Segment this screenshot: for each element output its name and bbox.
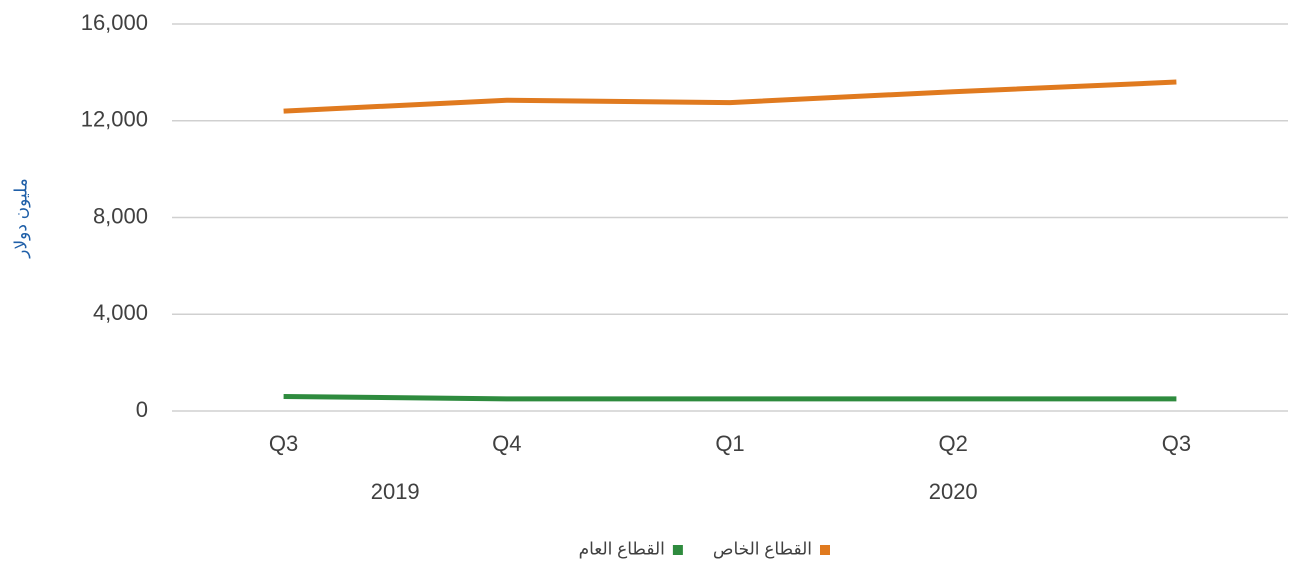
y-tick-label: 12,000 (81, 107, 148, 132)
x-tick-label: Q3 (269, 431, 298, 456)
x-group-label: 2020 (929, 479, 978, 504)
legend-swatch (672, 545, 683, 555)
legend-label: القطاع الخاص (713, 539, 812, 559)
line (283, 393, 1177, 402)
x-tick-label: Q4 (492, 431, 521, 456)
line (283, 79, 1177, 114)
legend-label: القطاع العام (579, 539, 665, 559)
y-axis-label: مليون دولار (11, 178, 30, 259)
y-tick-label: 8,000 (93, 203, 148, 228)
y-tick-label: 16,000 (81, 10, 148, 35)
legend-swatch (820, 545, 830, 555)
x-group-label: 2019 (371, 479, 420, 504)
x-tick-label: Q3 (1162, 431, 1191, 456)
x-tick-label: Q1 (715, 431, 744, 456)
y-tick-label: 0 (136, 397, 148, 422)
x-tick-label: Q2 (939, 431, 968, 456)
y-tick-label: 4,000 (93, 300, 148, 325)
